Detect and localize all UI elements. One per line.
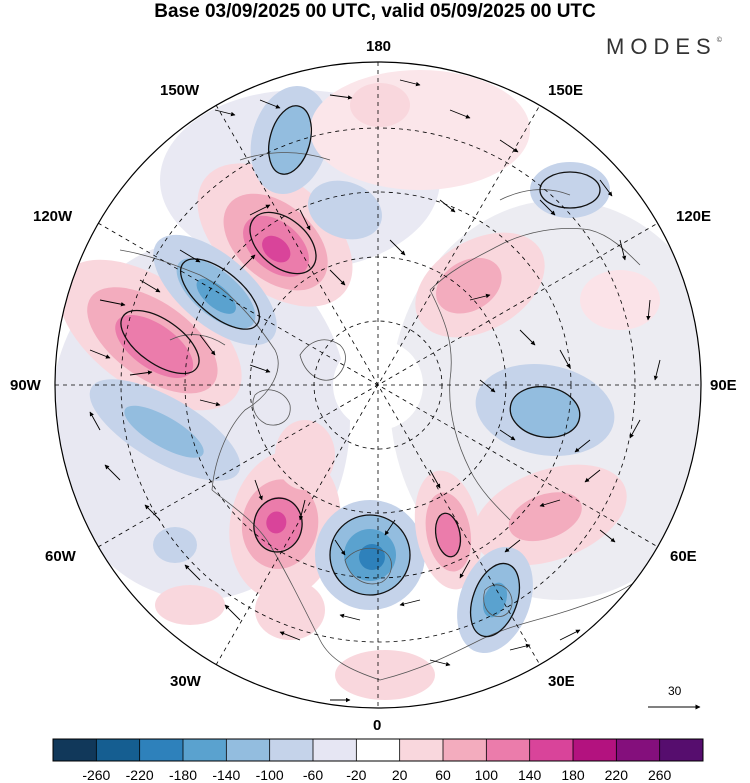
wind-vectors: [89, 79, 661, 703]
lon-label-150e: 150E: [548, 82, 584, 99]
colorbar-swatch: [96, 739, 141, 761]
colorbar-tick-label: 140: [518, 767, 542, 783]
colorbar-swatch: [573, 739, 617, 761]
reference-vector-label: 30: [668, 684, 682, 698]
colorbar-swatch: [529, 739, 574, 761]
anomaly-blob: [89, 379, 241, 481]
anomaly-blob: [473, 464, 627, 566]
anomaly-blob: [475, 364, 615, 456]
lon-label-30w: 30W: [170, 673, 201, 690]
anomaly-blob: [308, 180, 382, 240]
anomaly-blob: [155, 585, 225, 625]
colorbar-tick-label: 20: [392, 767, 408, 783]
colorbar: -260 -220 -180 -140 -100 -60 -20 20 60 100 140 180 2…: [52, 738, 704, 783]
anomaly-blob: [310, 70, 530, 190]
anomaly-blob: [580, 270, 660, 330]
colorbar-tick-label: 220: [605, 767, 629, 783]
brand-logo: MODES©: [606, 34, 722, 60]
lon-label-90e: 90E: [710, 377, 737, 394]
lon-label-60e: 60E: [670, 548, 697, 565]
colorbar-swatch: [443, 739, 487, 761]
colorbar-tick-label: -140: [212, 767, 240, 783]
anomaly-blob: [58, 259, 242, 411]
lon-label-30e: 30E: [548, 673, 575, 690]
lon-label-120e: 120E: [676, 208, 712, 225]
colorbar-tick-label: -260: [82, 767, 110, 783]
colorbar-tick-label: -20: [346, 767, 366, 783]
anomaly-blob: [153, 527, 197, 563]
colorbar-tick-label: 180: [561, 767, 585, 783]
contours: [120, 105, 601, 638]
colorbar-swatch: [356, 739, 401, 761]
anomaly-blob: [250, 85, 330, 195]
colorbar-tick-label: 260: [648, 767, 672, 783]
lon-label-60w: 60W: [45, 548, 76, 565]
colorbar-swatch: [269, 739, 314, 761]
colorbar-tick-label: 60: [435, 767, 451, 783]
lon-label-150w: 150W: [160, 82, 200, 99]
lon-label-0: 0: [373, 717, 382, 734]
graticule: [55, 62, 701, 708]
anomaly-blob: [315, 500, 425, 610]
colorbar-swatch: [139, 739, 184, 761]
lon-label-90w: 90W: [10, 377, 41, 394]
colorbar-swatch: [53, 739, 97, 761]
brand-mark: ©: [716, 37, 722, 44]
anomaly-blob: [275, 420, 335, 490]
colorbar-tick-label: -60: [303, 767, 323, 783]
anomaly-blob: [415, 232, 545, 338]
lon-label-120w: 120W: [33, 208, 73, 225]
colorbar-frame: [52, 738, 704, 762]
colorbar-tick-label: 100: [475, 767, 499, 783]
colorbar-swatch: [226, 739, 271, 761]
colorbar-swatch: [399, 739, 444, 761]
anomaly-blob: [414, 470, 482, 590]
anomaly-blob: [335, 650, 435, 700]
colorbar-tick-label: -100: [256, 767, 284, 783]
anomaly-blob: [350, 83, 410, 127]
colorbar-swatch: [183, 739, 227, 761]
map-title: Base 03/09/2025 00 UTC, valid 05/09/2025…: [154, 1, 596, 22]
coastlines: [119, 152, 651, 681]
anomaly-blob: [255, 580, 325, 640]
colorbar-tick-label: -180: [169, 767, 197, 783]
anomaly-blob: [530, 162, 610, 218]
colorbar-swatch: [313, 739, 357, 761]
anomaly-field: [55, 62, 701, 708]
lon-label-180: 180: [366, 38, 392, 55]
colorbar-swatch: [486, 739, 531, 761]
map-border: [54, 61, 702, 709]
colorbar-tick-label: -220: [126, 767, 154, 783]
brand-name: MODES: [606, 34, 717, 59]
colorbar-swatch: [659, 739, 704, 761]
colorbar-swatch: [616, 739, 661, 761]
